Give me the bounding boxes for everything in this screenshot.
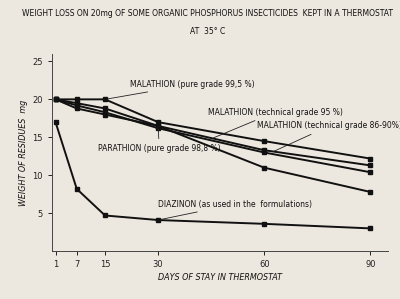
- Text: MALATHION (technical grade 86-90%): MALATHION (technical grade 86-90%): [257, 121, 400, 151]
- Text: WEIGHT LOSS ON 20mg OF SOME ORGANIC PHOSPHORUS INSECTICIDES  KEPT IN A THERMOSTA: WEIGHT LOSS ON 20mg OF SOME ORGANIC PHOS…: [22, 9, 394, 18]
- Text: AT  35° C: AT 35° C: [190, 27, 226, 36]
- Text: MALATHION (pure grade 99,5 %): MALATHION (pure grade 99,5 %): [108, 80, 254, 99]
- Text: DIAZINON (as used in the  formulations): DIAZINON (as used in the formulations): [158, 200, 312, 219]
- Text: MALATHION (technical grade 95 %): MALATHION (technical grade 95 %): [208, 108, 342, 138]
- Text: PARATHION (pure grade 98,8 %): PARATHION (pure grade 98,8 %): [98, 129, 221, 153]
- Y-axis label: WEIGHT OF RESIDUES  mg: WEIGHT OF RESIDUES mg: [19, 99, 28, 206]
- X-axis label: DAYS OF STAY IN THERMOSTAT: DAYS OF STAY IN THERMOSTAT: [158, 273, 282, 282]
